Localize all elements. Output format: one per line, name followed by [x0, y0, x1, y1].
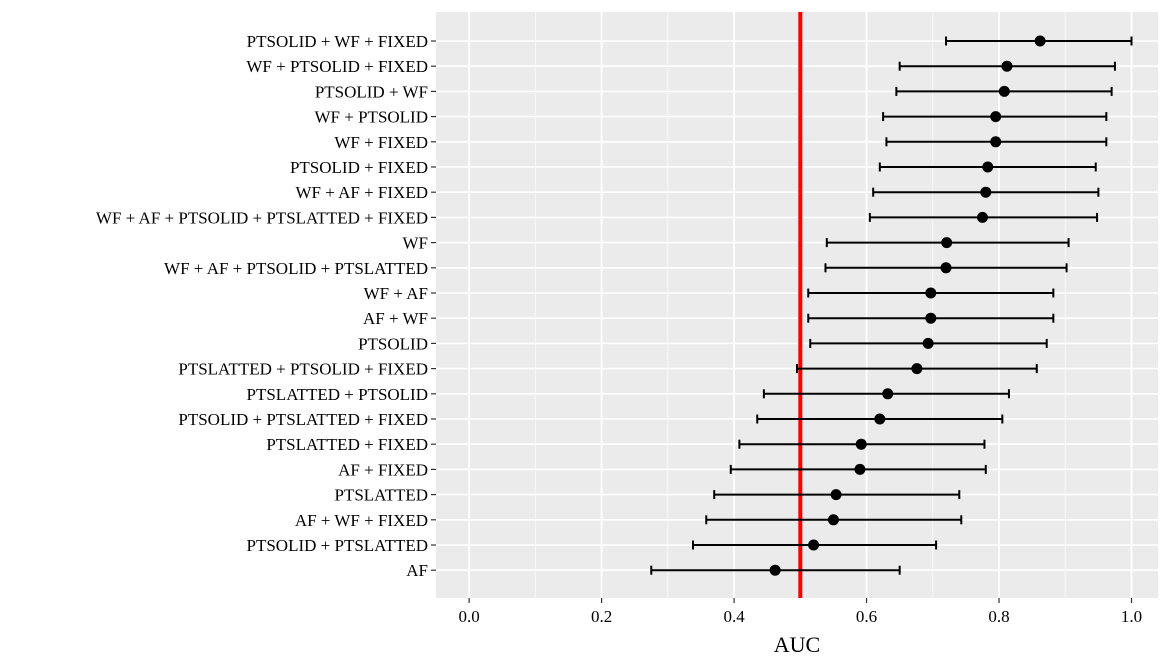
auc-point	[990, 136, 1002, 148]
y-tick-label: WF + PTSOLID	[315, 108, 428, 127]
y-tick-label: PTSOLID + FIXED	[290, 158, 428, 177]
y-tick-label: WF	[403, 234, 429, 253]
auc-point	[882, 388, 894, 400]
x-tick-label: 0.0	[458, 607, 479, 626]
auc-point	[874, 413, 886, 425]
y-axis: PTSOLID + WF + FIXED WF + PTSOLID + FIXED…	[96, 32, 436, 580]
y-tick-label: AF	[406, 561, 428, 580]
auc-point	[911, 363, 923, 375]
auc-point	[827, 514, 839, 526]
y-tick-label: PTSOLID	[358, 334, 428, 353]
auc-point	[830, 489, 842, 501]
auc-point	[855, 438, 867, 450]
auc-points	[769, 35, 1046, 576]
x-tick-label: 0.4	[723, 607, 745, 626]
auc-point	[808, 539, 820, 551]
y-tick-label: AF + WF	[363, 309, 428, 328]
x-tick-label: 0.8	[988, 607, 1009, 626]
plot-panel	[436, 12, 1158, 598]
auc-point	[854, 463, 866, 475]
auc-point	[998, 85, 1010, 97]
x-axis-title: AUC	[774, 632, 820, 657]
y-tick-label: WF + AF + PTSOLID + PTSLATTED + FIXED	[96, 208, 428, 227]
y-tick-label: PTSOLID + PTSLATTED	[247, 536, 428, 555]
y-tick-label: PTSOLID + PTSLATTED + FIXED	[178, 410, 428, 429]
auc-point	[1034, 35, 1046, 47]
y-tick-label: WF + AF	[364, 284, 428, 303]
y-tick-label: AF + FIXED	[338, 460, 428, 479]
y-tick-label: WF + AF + PTSOLID + PTSLATTED	[164, 259, 428, 278]
y-tick-label: WF + PTSOLID + FIXED	[246, 57, 428, 76]
y-tick-label: PTSOLID + WF + FIXED	[247, 32, 428, 51]
x-tick-label: 1.0	[1121, 607, 1142, 626]
y-tick-label: WF + AF + FIXED	[295, 183, 428, 202]
auc-point	[941, 237, 953, 249]
y-tick-label: PTSLATTED + FIXED	[266, 435, 428, 454]
auc-point	[925, 312, 937, 324]
y-tick-label: PTSOLID + WF	[315, 82, 428, 101]
auc-point	[990, 111, 1002, 123]
x-tick-label: 0.6	[856, 607, 877, 626]
x-axis: 0.0 0.2 0.4 0.6 0.8 1.0	[458, 598, 1142, 626]
y-tick-label: PTSLATTED + PTSOLID + FIXED	[178, 360, 428, 379]
y-tick-label: AF + WF + FIXED	[295, 511, 428, 530]
x-tick-label: 0.2	[591, 607, 612, 626]
auc-point	[940, 262, 952, 274]
y-tick-label: PTSLATTED	[335, 486, 429, 505]
error-bars	[650, 36, 1133, 575]
y-tick-label: WF + FIXED	[334, 133, 428, 152]
auc-point	[922, 337, 934, 349]
auc-point	[980, 186, 992, 198]
auc-point	[982, 161, 994, 173]
auc-point	[1001, 60, 1013, 72]
y-tick-label: PTSLATTED + PTSOLID	[247, 385, 428, 404]
auc-point	[769, 564, 781, 576]
auc-point	[925, 287, 937, 299]
auc-point	[976, 211, 988, 223]
